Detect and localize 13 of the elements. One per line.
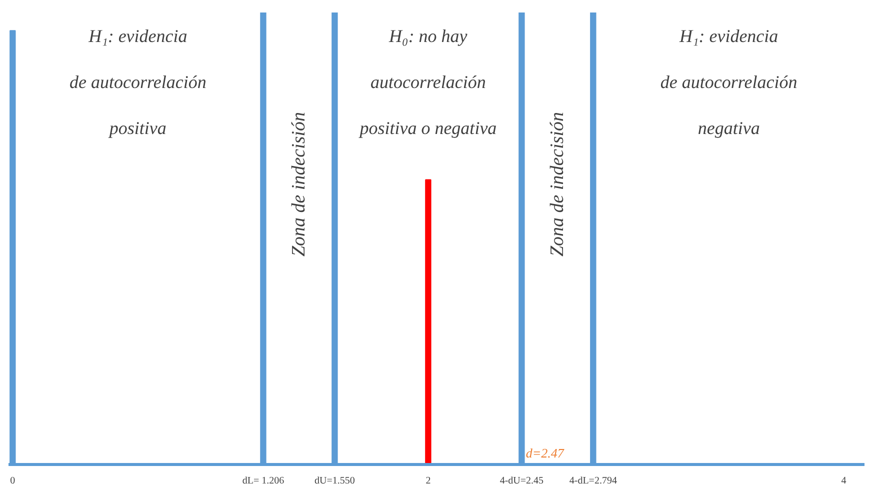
x-tick-label: dU=1.550 bbox=[314, 476, 355, 486]
x-tick-label: 2 bbox=[426, 476, 431, 486]
annotation: Zona de indecisión bbox=[546, 112, 568, 257]
x-tick-label: dL= 1.206 bbox=[242, 476, 284, 486]
annotation: Zona de indecisión bbox=[288, 112, 310, 257]
text: H₁: evidencia de autocorrelación positiva bbox=[70, 26, 206, 138]
x-tick-label: 0 bbox=[10, 476, 16, 486]
annotation: d=2.47 bbox=[526, 446, 564, 460]
text: H₀: no hay autocorrelación positiva o negativa bbox=[360, 26, 497, 138]
x-tick-label: 4-dU=2.45 bbox=[500, 476, 544, 486]
x-tick-label: 4-dL=2.794 bbox=[569, 476, 617, 486]
x-tick-label: 4 bbox=[841, 476, 846, 486]
text: H₁: evidencia de autocorrelación negativa bbox=[660, 26, 798, 138]
